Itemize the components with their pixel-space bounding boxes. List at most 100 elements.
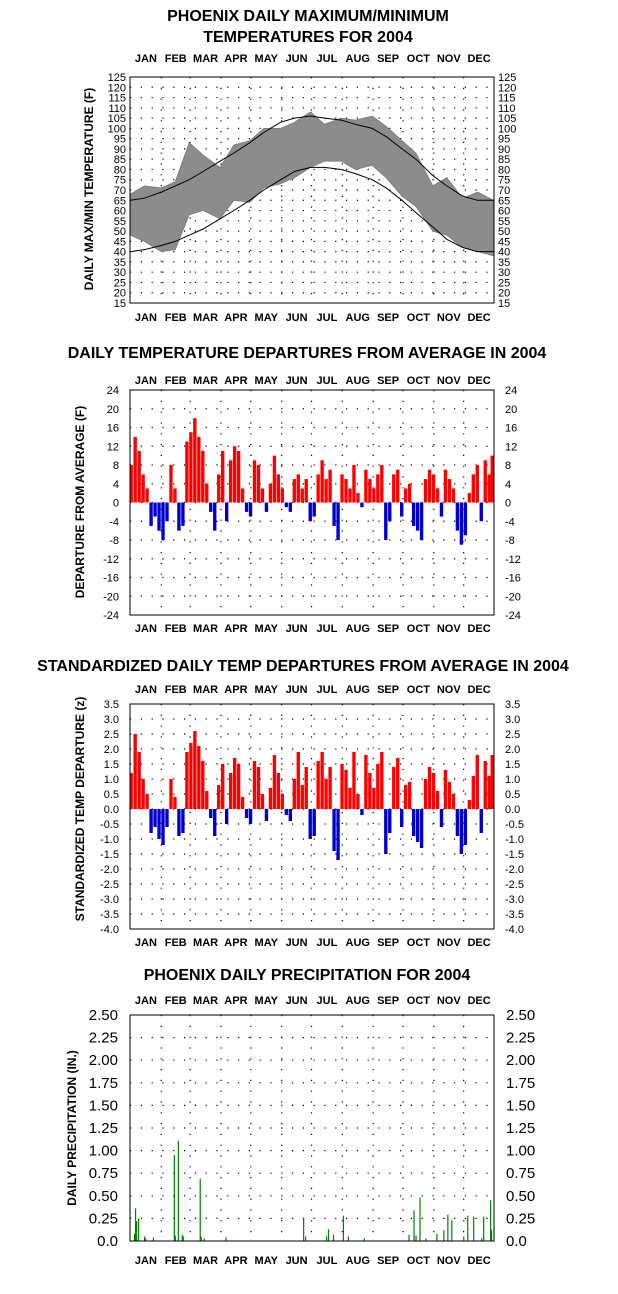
precipitation-chart-title: PHOENIX DAILY PRECIPITATION FOR 2004	[144, 967, 471, 984]
temperature-y-tick-label-left: 35	[114, 257, 126, 269]
precipitation-y-tick-label-right: 1.50	[506, 1097, 535, 1114]
departure-y-tick-label-left: -8	[109, 535, 119, 547]
departure-bar	[280, 488, 285, 503]
departure-month-label-bottom: MAR	[193, 623, 218, 635]
temperature-y-tick-label-right: 45	[498, 236, 510, 248]
precipitation-bar	[481, 1238, 483, 1241]
precipitation-month-label-top: FEB	[165, 995, 187, 1007]
temperature-month-label-top: DEC	[467, 53, 490, 65]
standardized-bar	[467, 800, 472, 809]
temperature-month-label-bottom: FEB	[165, 312, 187, 324]
precipitation-bar	[144, 1238, 147, 1241]
precipitation-y-tick-label-right: 1.00	[506, 1143, 535, 1160]
temperature-month-label-bottom: NOV	[437, 312, 462, 324]
precipitation-month-label-top: APR	[224, 995, 247, 1007]
standardized-y-tick-label-right: 1.5	[505, 759, 520, 771]
departure-month-label-bottom: MAY	[255, 623, 279, 635]
standardized-month-label-bottom: MAY	[255, 937, 279, 949]
departure-bar	[288, 502, 293, 512]
temperature-month-label-bottom: JUL	[317, 312, 338, 324]
precipitation-bar	[415, 1235, 417, 1241]
standardized-bar	[431, 773, 436, 809]
temperature-y-tick-label-left: 120	[108, 82, 126, 94]
precipitation-month-label-top: DEC	[467, 995, 490, 1007]
departure-bar	[193, 418, 197, 503]
temperature-month-label-top: MAR	[193, 53, 218, 65]
standardized-bar	[419, 809, 424, 848]
precipitation-bar	[447, 1214, 449, 1241]
departure-bar	[292, 479, 296, 503]
standardized-month-label-bottom: MAR	[193, 937, 218, 949]
temperature-y-tick-label-right: 40	[498, 247, 510, 259]
precipitation-chart-y-axis-label: DAILY PRECIPITATION (IN.)	[65, 1050, 79, 1206]
standardized-bar	[165, 809, 169, 827]
standardized-month-label-top: OCT	[407, 684, 431, 696]
standardized-y-tick-label-right: 3.5	[505, 699, 520, 711]
standardized-bar	[197, 746, 201, 809]
precipitation-bar	[425, 1238, 427, 1241]
standardized-y-tick-label-right: -3.0	[505, 894, 524, 906]
departure-month-label-bottom: OCT	[407, 623, 431, 635]
standardized-bar	[372, 788, 376, 809]
temperature-month-label-top: AUG	[346, 53, 370, 65]
departure-bar	[447, 479, 452, 503]
standardized-bar	[471, 776, 476, 809]
departure-bar	[479, 502, 483, 522]
departure-bar	[141, 474, 145, 503]
departure-bar	[360, 502, 364, 508]
standardized-bar	[368, 773, 372, 809]
departure-bar	[129, 465, 133, 503]
standardized-bar	[396, 758, 400, 809]
standardized-bar	[173, 797, 177, 809]
standardized-y-tick-label-right: 1.0	[505, 774, 520, 786]
temperature-chart-title-line-2: TEMPERATURES FOR 2004	[203, 29, 413, 46]
departure-y-tick-label-left: -24	[103, 610, 119, 622]
temperature-y-tick-label-right: 75	[498, 175, 510, 187]
precipitation-frame	[129, 1014, 495, 1242]
standardized-month-label-bottom: NOV	[437, 937, 462, 949]
standardized-bar	[276, 773, 281, 809]
standardized-bar	[189, 743, 193, 809]
standardized-bar	[348, 788, 352, 809]
standardized-bar	[224, 809, 229, 824]
departure-bar	[312, 502, 316, 517]
departure-month-label-bottom: NOV	[437, 623, 462, 635]
temperature-month-label-top: JUN	[286, 53, 308, 65]
departure-bar	[467, 493, 472, 503]
departure-bar	[264, 502, 269, 512]
departure-month-label-bottom: SEP	[377, 623, 399, 635]
temperature-y-tick-label-left: 15	[114, 298, 126, 310]
departure-bar	[364, 469, 368, 503]
standardized-bar	[384, 809, 388, 854]
standardized-bar	[324, 779, 328, 809]
temperature-month-label-bottom: OCT	[407, 312, 431, 324]
standardized-month-label-top: MAR	[193, 684, 218, 696]
temperature-chart-title-line-1: PHOENIX DAILY MAXIMUM/MINIMUM	[167, 8, 449, 25]
temperature-y-tick-label-left: 100	[108, 123, 126, 135]
temperature-month-label-top: OCT	[407, 53, 431, 65]
standardized-bar	[236, 764, 241, 809]
departure-bar	[388, 502, 392, 522]
precipitation-month-label-bottom: SEP	[377, 1255, 399, 1267]
departure-bar	[411, 502, 416, 526]
standardized-bar	[439, 809, 444, 827]
precipitation-bar	[342, 1215, 345, 1241]
standardized-bar	[205, 791, 209, 809]
standardized-bar	[328, 767, 332, 809]
temperature-y-tick-label-left: 75	[114, 175, 126, 187]
precipitation-bar	[174, 1235, 176, 1241]
standardized-bar	[169, 779, 173, 809]
departure-bar	[490, 455, 494, 503]
standardized-bar	[415, 809, 420, 842]
departure-bar	[384, 502, 388, 540]
standardized-y-tick-label-right: 2.0	[505, 744, 520, 756]
departure-month-label-top: JAN	[135, 375, 157, 387]
departure-bar	[427, 469, 432, 503]
departure-bar	[376, 474, 380, 503]
standardized-y-tick-label-right: 0.5	[505, 789, 520, 801]
observed-temperature-band	[130, 111, 494, 257]
precipitation-bar	[408, 1234, 410, 1241]
temperature-y-tick-label-right: 115	[498, 93, 516, 105]
temperature-month-label-bottom: MAR	[193, 312, 218, 324]
